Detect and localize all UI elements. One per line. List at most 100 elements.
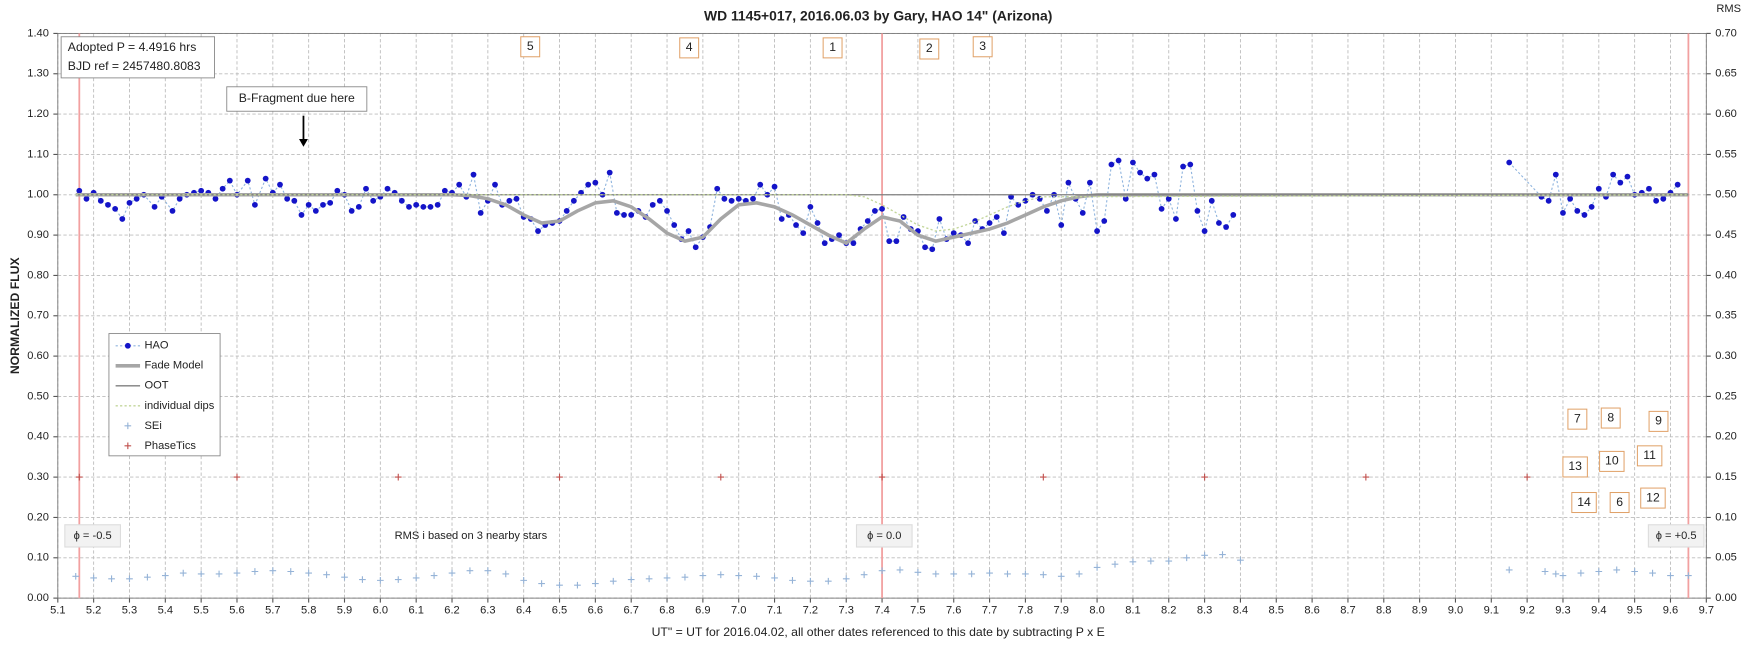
data-point <box>814 220 821 226</box>
x-tick-label: 7.3 <box>838 604 853 616</box>
data-point <box>1617 179 1624 186</box>
plus-point <box>1685 572 1692 579</box>
data-point <box>993 214 1000 220</box>
data-point <box>334 187 341 194</box>
dip-label-box <box>1636 445 1663 467</box>
plus-point <box>520 577 528 584</box>
plus-point <box>986 569 993 577</box>
dip-label: 6 <box>1616 495 1623 509</box>
legend-marker <box>124 422 132 430</box>
x-tick-label: 6.6 <box>588 604 603 616</box>
data-point <box>1151 171 1158 178</box>
phase-box <box>855 524 913 548</box>
data-point <box>1122 195 1129 202</box>
legend <box>108 333 221 457</box>
data-point <box>420 203 427 210</box>
data-point <box>1087 179 1093 186</box>
dip-label: 12 <box>1646 490 1660 504</box>
legend-marker <box>124 342 131 349</box>
plus-point <box>179 569 187 577</box>
x-tick-label: 6.8 <box>659 604 674 616</box>
x-tick-label: 8.9 <box>1412 604 1427 616</box>
legend-items: HAO Fade Model OOT individual dips SEi PhaseT… <box>115 340 215 452</box>
data-point <box>592 179 599 186</box>
data-point <box>750 195 756 202</box>
dip-label-box <box>1609 492 1630 514</box>
data-point <box>886 238 893 245</box>
y2-tick-label: 0.65 <box>1715 68 1737 80</box>
data-point <box>363 185 369 192</box>
data-point <box>492 181 498 188</box>
data-point <box>1165 195 1172 202</box>
plus-point <box>287 568 295 575</box>
data-point <box>1115 157 1122 164</box>
x-tick-label: 7.1 <box>767 604 782 616</box>
x-tick-label: 6.0 <box>373 604 388 616</box>
data-point <box>1624 173 1631 180</box>
y2-tick-label: 0.10 <box>1715 511 1737 523</box>
plus-point <box>1183 554 1191 562</box>
data-point <box>649 201 656 208</box>
plus-point <box>430 572 438 579</box>
dip-label-box <box>679 37 700 59</box>
x-tick-label: 7.2 <box>803 604 818 616</box>
data-point <box>1646 185 1652 192</box>
dip-label-box <box>1648 410 1669 432</box>
data-point <box>1137 169 1143 176</box>
data-point <box>355 203 362 210</box>
plus-point <box>394 576 402 583</box>
data-point <box>950 230 957 236</box>
dip-label: 9 <box>1655 414 1662 428</box>
y-tick-label: 1.30 <box>27 68 49 80</box>
x-tick-label: 9.1 <box>1484 604 1499 616</box>
dip-label-box <box>919 38 940 60</box>
plus-point <box>968 570 975 578</box>
plus-point <box>90 574 97 582</box>
data-point <box>1158 205 1165 212</box>
plus-point <box>144 573 151 581</box>
data-point <box>1108 161 1115 168</box>
plus-point <box>1667 572 1674 579</box>
data-point <box>1208 197 1215 204</box>
y-tick-label: 1.40 <box>27 27 49 39</box>
data-point <box>1180 163 1186 170</box>
dip-label: 14 <box>1577 495 1591 509</box>
plus-point <box>233 473 241 481</box>
plus-point <box>1559 572 1567 579</box>
plus-point <box>1075 570 1083 578</box>
data-point <box>1079 210 1086 216</box>
plus-point <box>341 573 348 581</box>
info-text: Adopted P = 4.4916 hrs <box>68 40 197 54</box>
plus-point <box>466 567 474 575</box>
data-point <box>105 201 111 208</box>
x-tick-label: 8.7 <box>1340 604 1355 616</box>
data-point <box>133 195 140 202</box>
y2-tick-label: 0.35 <box>1715 310 1737 322</box>
data-point <box>406 203 412 210</box>
plus-point <box>914 568 922 576</box>
x-axis-title: UT" = UT for 2016.04.02, all other dates… <box>652 625 1105 639</box>
x-tick-label: 5.7 <box>265 604 280 616</box>
data-point <box>506 197 513 204</box>
plus-point <box>663 574 671 582</box>
data-point <box>714 185 721 192</box>
x-tick-label: 8.8 <box>1376 604 1391 616</box>
plus-point <box>592 580 599 587</box>
x-tick-label: 7.0 <box>731 604 746 616</box>
data-point <box>807 203 814 210</box>
dip-label-box <box>1571 492 1597 514</box>
y-tick-label: 0.70 <box>27 310 49 322</box>
plus-point <box>161 572 169 579</box>
data-point <box>384 185 391 192</box>
data-point <box>1001 230 1007 236</box>
data-point <box>252 201 258 208</box>
plus-point <box>1631 568 1638 575</box>
plus-point <box>1541 568 1549 575</box>
plus-point <box>377 577 384 584</box>
legend-label: SEi <box>145 420 162 432</box>
y-tick-label: 1.10 <box>27 148 49 160</box>
x-tick-label: 9.6 <box>1663 604 1678 616</box>
data-point <box>965 240 971 247</box>
plus-point <box>323 571 330 579</box>
y-tick-label: 0.90 <box>27 229 49 241</box>
